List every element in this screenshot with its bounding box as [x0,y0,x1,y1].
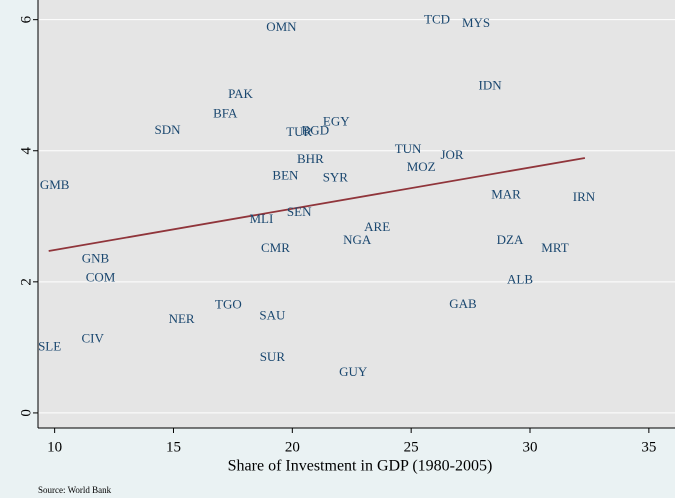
point-label: PAK [228,86,253,101]
x-axis-label: Share of Investment in GDP (1980-2005) [228,458,493,475]
fit-line [48,157,586,252]
point-label: SYR [323,169,349,184]
point-label: TUR [286,124,312,139]
point-label: GNB [82,251,110,266]
y-tick-label: 4 [18,147,34,155]
point-label: MLI [250,211,274,226]
point-label: SEN [287,204,312,219]
point-label: MOZ [407,159,436,174]
point-label: COM [86,270,116,285]
point-label: GUY [339,364,368,379]
point-label: ALB [507,272,533,287]
y-tick-label: 6 [18,15,34,23]
y-tick-label: 0 [18,409,34,417]
point-label: OMN [266,19,297,34]
point-label: CIV [81,331,104,346]
point-label: GAB [449,296,477,311]
point-label: SAU [259,308,286,323]
point-label: DZA [497,232,524,247]
y-tick-label: 2 [18,278,34,286]
x-tick-label: 35 [641,439,656,455]
point-label: MAR [491,186,521,201]
point-label: BHR [297,151,324,166]
x-tick-label: 30 [523,439,538,455]
point-label: MRT [541,240,568,255]
point-label: GMB [40,177,70,192]
point-label: BFA [213,106,238,121]
point-label: NER [169,311,195,326]
point-label: SDN [155,122,182,137]
point-label: NGA [343,232,372,247]
x-tick-label: 15 [166,439,181,455]
point-label: SUR [260,349,286,364]
point-label: TUN [395,141,422,156]
point-label: SLE [38,338,61,353]
point-label: JOR [440,147,463,162]
point-label: IDN [479,78,503,93]
point-label: IRN [573,189,596,204]
point-label: TCD [424,11,450,26]
point-label: EGY [323,114,350,129]
point-label: CMR [261,240,290,255]
point-label: ARE [364,219,390,234]
plot-area [38,0,675,428]
x-tick-label: 10 [47,439,62,455]
x-tick-label: 20 [285,439,300,455]
point-label: BGD [302,123,329,138]
point-label: MYS [462,15,490,30]
point-label: BEN [272,167,299,182]
grid [38,19,675,414]
x-tick-label: 25 [404,439,419,455]
point-label: TGO [215,296,242,311]
source: Source: World Bank [38,485,112,495]
